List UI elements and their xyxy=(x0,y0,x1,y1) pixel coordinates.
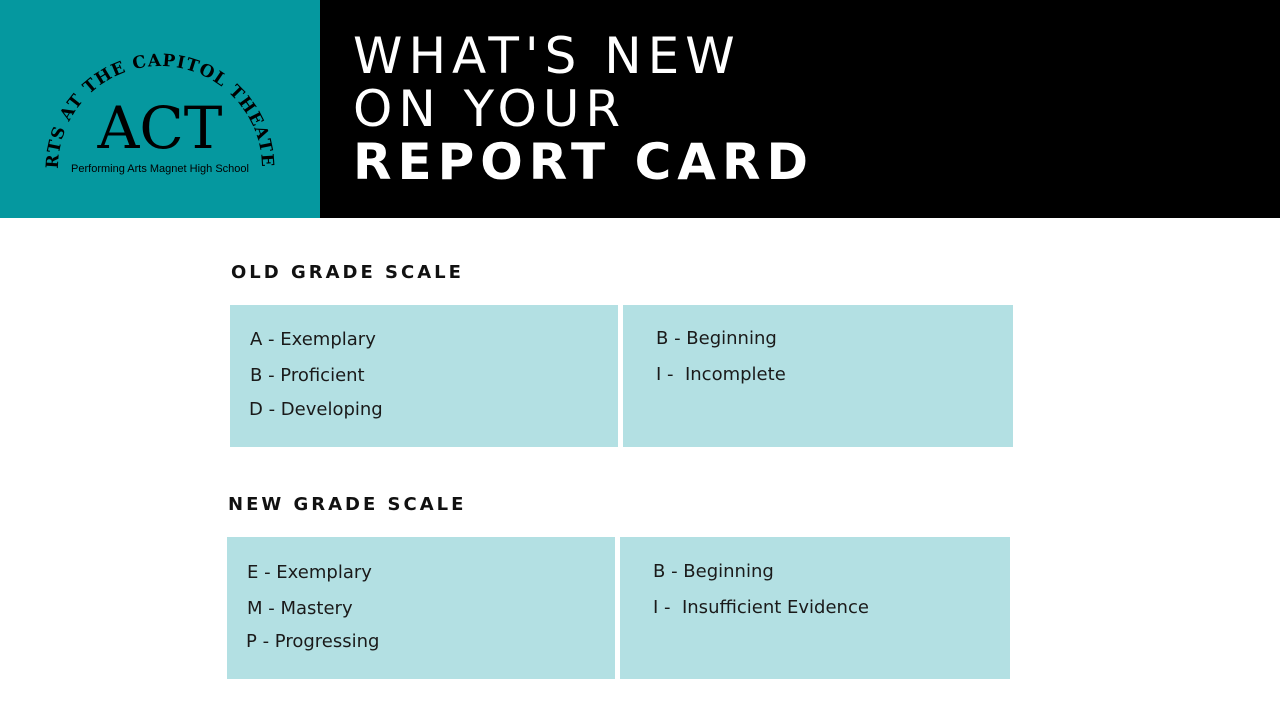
old-scale-left-box: A - Exemplary B - Proficient D - Develop… xyxy=(230,305,618,447)
school-logo: ARTS AT THE CAPITOL THEATER ACT Performi… xyxy=(40,40,276,175)
page-title: WHAT'S NEW ON YOUR REPORT CARD xyxy=(353,30,814,189)
new-scale-right-box: B - Beginning I - Insufficient Evidence xyxy=(620,537,1010,679)
old-scale-item: A - Exemplary xyxy=(250,329,376,350)
new-scale-left-box: E - Exemplary M - Mastery P - Progressin… xyxy=(227,537,615,679)
old-scale-item: B - Proficient xyxy=(250,365,365,386)
new-scale-item: M - Mastery xyxy=(247,598,353,619)
logo-acronym: ACT xyxy=(97,94,223,162)
title-line-1: WHAT'S NEW xyxy=(353,27,741,85)
logo-subtitle: Performing Arts Magnet High School xyxy=(71,163,249,175)
new-scale-item: B - Beginning xyxy=(653,561,774,582)
old-scale-item: D - Developing xyxy=(249,399,383,420)
old-scale-item: B - Beginning xyxy=(656,328,777,349)
title-line-2: ON YOUR xyxy=(353,80,627,138)
new-scale-item: E - Exemplary xyxy=(247,562,372,583)
logo-panel: ARTS AT THE CAPITOL THEATER ACT Performi… xyxy=(0,0,320,218)
new-scale-item: P - Progressing xyxy=(246,631,380,652)
old-scale-item: I - Incomplete xyxy=(656,364,786,385)
old-scale-right-box: B - Beginning I - Incomplete xyxy=(623,305,1013,447)
new-scale-heading: NEW GRADE SCALE xyxy=(228,494,467,515)
new-scale-item: I - Insufficient Evidence xyxy=(653,597,869,618)
old-scale-heading: OLD GRADE SCALE xyxy=(231,262,464,283)
title-line-3: REPORT CARD xyxy=(353,133,814,191)
